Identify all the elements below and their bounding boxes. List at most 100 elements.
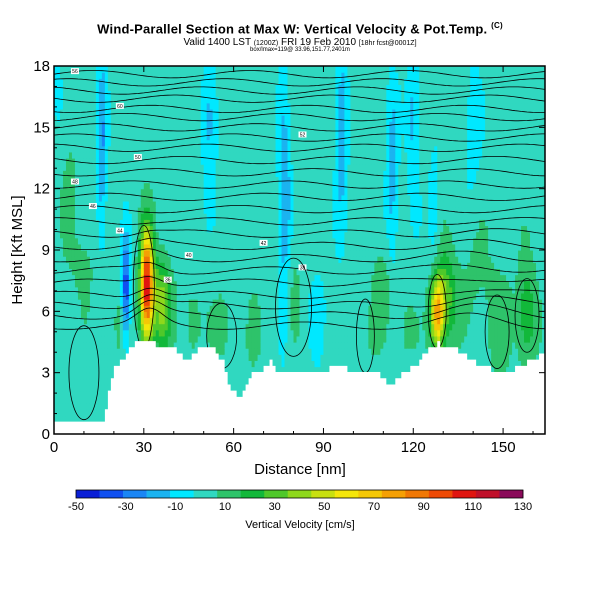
field-cell <box>149 207 154 214</box>
field-cell <box>89 72 94 79</box>
field-cell <box>116 108 121 116</box>
field-cell <box>290 194 295 202</box>
field-cell <box>95 366 100 374</box>
field-cell <box>92 96 97 104</box>
field-cell <box>65 292 70 300</box>
field-cell <box>290 164 295 171</box>
field-cell <box>218 225 223 233</box>
field-cell <box>260 335 265 343</box>
field-cell <box>128 237 133 245</box>
field-cell <box>275 194 280 202</box>
field-cell <box>68 164 73 171</box>
field-cell <box>74 335 79 343</box>
field-cell <box>173 305 178 312</box>
field-cell <box>245 194 250 202</box>
field-cell <box>293 250 298 257</box>
field-cell <box>62 360 67 368</box>
field-cell <box>197 115 202 122</box>
field-cell <box>74 378 79 386</box>
field-cell <box>266 151 271 159</box>
field-cell <box>77 415 82 423</box>
field-cell <box>134 115 139 122</box>
field-cell <box>209 250 214 257</box>
field-cell <box>95 256 100 263</box>
field-cell <box>113 323 118 331</box>
field-cell <box>179 115 184 122</box>
field-cell <box>134 305 139 312</box>
field-cell <box>122 115 127 122</box>
field-cell <box>209 164 214 171</box>
field-cell <box>101 280 106 288</box>
field-cell <box>128 127 133 135</box>
field-cell <box>134 96 139 104</box>
field-cell <box>185 121 190 128</box>
field-cell <box>296 145 301 153</box>
field-cell <box>209 219 214 227</box>
field-cell <box>257 188 262 196</box>
field-cell <box>77 66 82 73</box>
field-cell <box>272 311 277 319</box>
field-cell <box>227 200 232 208</box>
field-cell <box>83 127 88 135</box>
field-cell <box>143 317 148 325</box>
field-cell <box>74 219 79 227</box>
field-cell <box>293 170 298 177</box>
field-cell <box>125 115 130 122</box>
field-cell <box>242 323 247 331</box>
field-cell <box>92 403 97 411</box>
field-cell <box>197 102 202 110</box>
field-cell <box>149 286 154 294</box>
field-cell <box>98 366 103 374</box>
field-cell <box>188 348 193 355</box>
field-cell <box>54 348 58 355</box>
field-cell <box>272 188 277 196</box>
field-cell <box>101 286 106 294</box>
field-cell <box>86 292 91 300</box>
field-cell <box>197 145 202 153</box>
field-cell <box>203 292 208 300</box>
field-cell <box>137 66 142 73</box>
field-cell <box>248 145 253 153</box>
field-cell <box>239 188 244 196</box>
field-cell <box>281 292 286 300</box>
field-cell <box>233 360 238 368</box>
field-cell <box>89 243 94 251</box>
field-cell <box>287 237 292 245</box>
field-cell <box>86 250 91 257</box>
field-cell <box>299 108 304 116</box>
field-cell <box>227 164 232 171</box>
field-cell <box>119 286 124 294</box>
field-cell <box>296 219 301 227</box>
field-cell <box>98 268 103 276</box>
field-cell <box>119 256 124 263</box>
field-cell <box>224 292 229 300</box>
field-cell <box>284 348 289 355</box>
field-cell <box>149 329 154 337</box>
field-cell <box>77 151 82 159</box>
field-cell <box>299 213 304 220</box>
field-cell <box>233 78 238 85</box>
field-cell <box>296 164 301 171</box>
field-cell <box>290 342 295 349</box>
valid-utc: (1200Z) <box>253 40 279 47</box>
field-cell <box>131 243 136 251</box>
field-cell <box>197 299 202 306</box>
field-cell <box>119 170 124 177</box>
field-cell <box>164 268 169 276</box>
field-cell <box>239 145 244 153</box>
field-cell <box>278 72 283 79</box>
field-cell <box>110 102 115 110</box>
field-cell <box>173 84 178 92</box>
field-cell <box>290 231 295 239</box>
field-cell <box>113 262 118 269</box>
field-cell <box>248 151 253 159</box>
field-cell <box>164 194 169 202</box>
field-cell <box>212 72 217 79</box>
field-cell <box>215 225 220 233</box>
field-cell <box>251 164 256 171</box>
field-cell <box>152 84 157 92</box>
field-cell <box>203 194 208 202</box>
field-cell <box>137 311 142 319</box>
field-cell <box>254 176 259 184</box>
field-cell <box>203 274 208 282</box>
